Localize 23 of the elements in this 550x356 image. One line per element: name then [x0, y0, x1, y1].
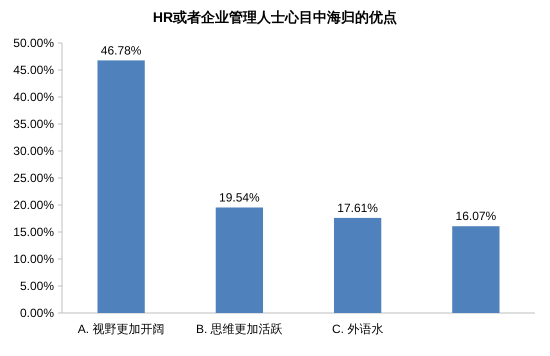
y-tick-label: 5.00% [20, 279, 54, 293]
chart-title: HR或者企业管理人士心目中海归的优点 [152, 9, 398, 25]
x-tick-label: B. 思维更加活跃 [196, 322, 283, 336]
bar [97, 60, 145, 313]
bar [334, 218, 382, 313]
bar [216, 207, 264, 313]
y-tick-label: 10.00% [13, 252, 54, 266]
y-tick-label: 25.00% [13, 171, 54, 185]
y-tick-label: 0.00% [20, 306, 54, 320]
bar [452, 226, 500, 313]
y-tick-label: 30.00% [13, 144, 54, 158]
data-label: 17.61% [337, 200, 378, 215]
x-tick-label: C. 外语水 [332, 322, 384, 336]
data-label: 19.54% [219, 190, 260, 204]
y-tick-label: 20.00% [13, 198, 54, 212]
data-label: 16.07% [456, 209, 497, 224]
y-tick-label: 45.00% [13, 63, 54, 77]
y-tick-label: 35.00% [13, 117, 54, 131]
y-tick-label: 15.00% [13, 225, 54, 239]
x-tick-label: A. 视野更加开阔 [78, 322, 164, 336]
data-label: 46.78% [100, 43, 142, 58]
y-tick-label: 40.00% [13, 90, 54, 104]
y-tick-label: 50.00% [13, 36, 54, 50]
